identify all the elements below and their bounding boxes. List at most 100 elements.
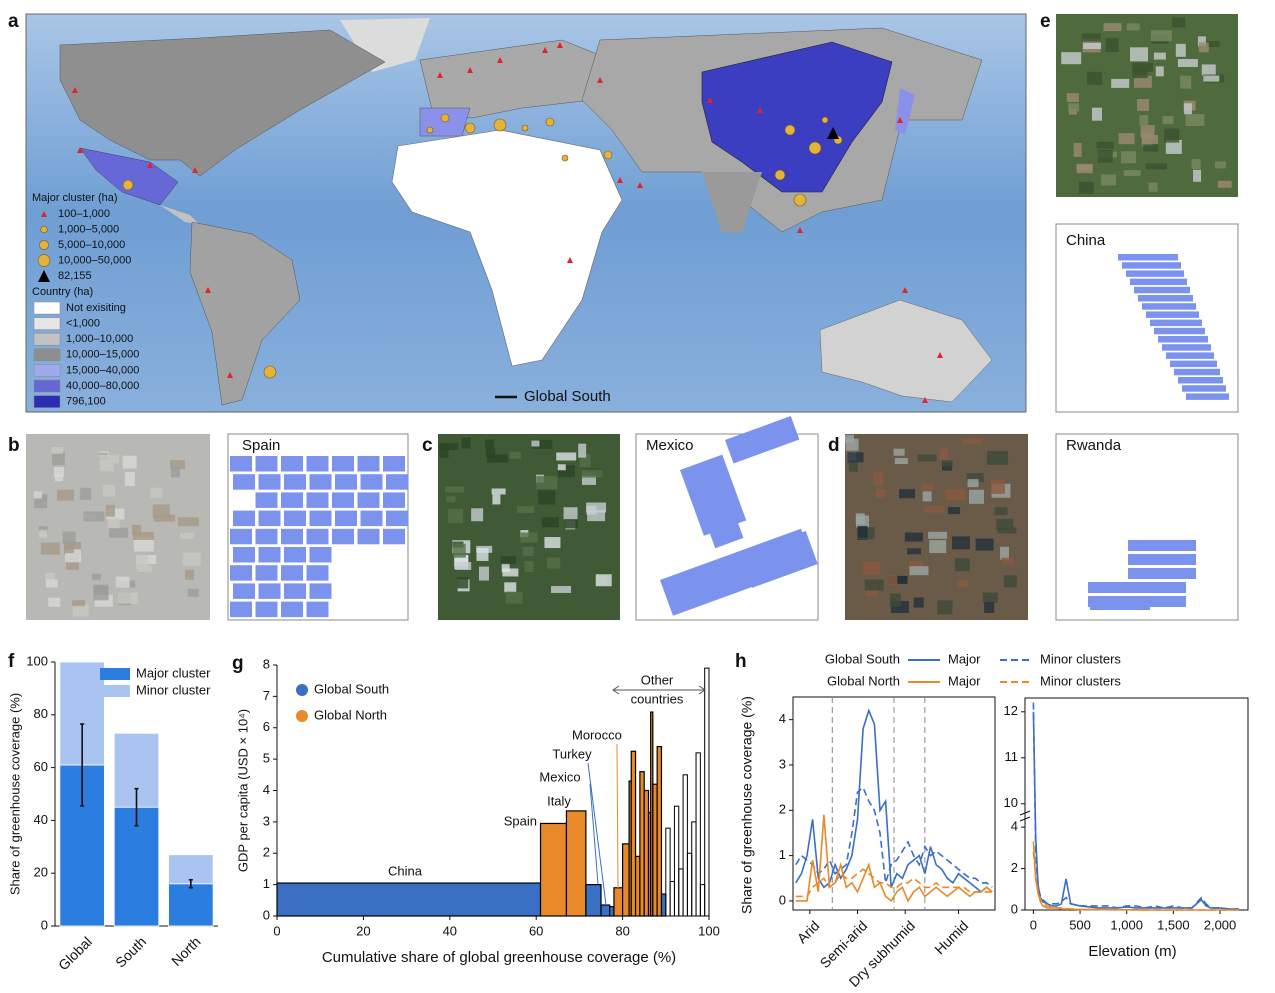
map-marker bbox=[827, 127, 839, 139]
mask-shape bbox=[230, 528, 252, 545]
photo-detail bbox=[997, 527, 1017, 534]
photo-detail bbox=[476, 547, 489, 561]
photo-detail bbox=[99, 454, 120, 464]
legend-label: Major bbox=[948, 673, 981, 688]
bar bbox=[669, 880, 675, 917]
mask-shape bbox=[360, 510, 383, 527]
annotation: countries bbox=[631, 691, 684, 706]
panel-letter: g bbox=[232, 653, 244, 674]
photo-detail bbox=[57, 489, 75, 501]
photo-detail bbox=[1139, 115, 1149, 126]
photo-detail bbox=[1083, 42, 1102, 49]
x-tick-label: 2,000 bbox=[1204, 917, 1237, 932]
mask-shape bbox=[1170, 360, 1217, 368]
land bbox=[895, 88, 915, 135]
mask-shape bbox=[1128, 540, 1196, 551]
map-marker bbox=[122, 179, 134, 191]
photo-detail bbox=[1081, 33, 1101, 42]
photo-detail bbox=[1165, 139, 1182, 154]
photo-detail bbox=[587, 510, 606, 522]
plot-frame bbox=[1024, 697, 1249, 911]
legend-label: 10,000–15,000 bbox=[66, 349, 139, 361]
bar bbox=[539, 822, 568, 917]
mask-shape bbox=[255, 528, 278, 545]
legend-label: Minor clusters bbox=[1040, 651, 1121, 666]
map-marker bbox=[521, 124, 529, 132]
photo-detail bbox=[966, 473, 984, 483]
range-arrow bbox=[612, 685, 706, 695]
photo-detail bbox=[439, 445, 449, 458]
map-marker bbox=[561, 154, 569, 162]
bar bbox=[634, 855, 641, 917]
photo-detail bbox=[1097, 149, 1113, 163]
map-marker bbox=[437, 72, 443, 78]
y-tick-label: 7 bbox=[263, 688, 270, 703]
mask-shape bbox=[233, 583, 255, 599]
leader-line bbox=[587, 762, 607, 906]
photo-detail bbox=[187, 588, 199, 597]
photo-detail bbox=[1068, 103, 1080, 112]
y-tick-label: 5 bbox=[263, 751, 270, 766]
legend-label: <1,000 bbox=[66, 318, 100, 330]
mask-shape bbox=[255, 492, 278, 508]
photo-detail bbox=[531, 439, 553, 449]
photo-detail bbox=[1162, 116, 1174, 125]
mask-shape bbox=[309, 474, 332, 490]
photo-detail bbox=[904, 532, 923, 542]
photo-detail bbox=[957, 580, 968, 588]
map-marker bbox=[897, 117, 903, 123]
annotation: Other bbox=[641, 672, 674, 687]
y-label: Share of greenhouse coverage (%) bbox=[739, 696, 755, 914]
photo-detail bbox=[889, 593, 901, 607]
mask-shape bbox=[357, 456, 380, 472]
photo-detail bbox=[913, 597, 924, 608]
photo-detail bbox=[954, 558, 970, 572]
error-bar bbox=[188, 879, 193, 889]
legend-swatch bbox=[33, 332, 61, 346]
photo-detail bbox=[873, 471, 884, 486]
photo-detail bbox=[137, 565, 152, 572]
y-tick-label: 2 bbox=[263, 845, 270, 860]
photo-detail bbox=[1198, 41, 1220, 48]
y-tick-label: 0 bbox=[779, 892, 786, 907]
legend-title: Country (ha) bbox=[32, 286, 93, 298]
y-tick-label: 10 bbox=[1004, 795, 1018, 810]
mask-shape bbox=[1130, 278, 1187, 286]
photo-detail bbox=[502, 568, 519, 577]
photo-detail bbox=[1150, 30, 1172, 42]
photo-detail bbox=[517, 506, 535, 514]
mask-shape bbox=[281, 565, 303, 581]
y-tick-label: 2 bbox=[1011, 860, 1018, 875]
bar bbox=[639, 771, 645, 917]
photo-detail bbox=[64, 546, 74, 554]
photo-detail bbox=[38, 526, 48, 533]
photo-detail bbox=[446, 496, 456, 503]
photo-detail bbox=[1078, 181, 1094, 194]
photo-detail bbox=[448, 508, 464, 523]
photo-detail bbox=[478, 566, 489, 581]
photo-detail bbox=[1066, 93, 1079, 103]
mask-shape bbox=[1154, 327, 1205, 335]
photo-detail bbox=[1126, 23, 1140, 31]
photo-detail bbox=[1140, 125, 1155, 139]
legend-marker bbox=[39, 240, 49, 250]
photo-detail bbox=[1197, 36, 1206, 47]
legend-label: 15,000–40,000 bbox=[66, 364, 139, 376]
photo-detail bbox=[984, 601, 995, 613]
bar bbox=[678, 868, 684, 917]
mask-shape bbox=[306, 528, 329, 545]
map-marker bbox=[597, 77, 603, 83]
photo-detail bbox=[491, 488, 506, 495]
map-marker bbox=[77, 147, 83, 153]
photo-detail bbox=[1123, 169, 1141, 176]
photo-detail bbox=[538, 490, 556, 505]
legend-swatch bbox=[33, 364, 61, 377]
legend-label: Global North bbox=[314, 707, 387, 722]
photo-detail bbox=[1145, 163, 1167, 170]
x-tick-label: 0 bbox=[273, 923, 280, 938]
image-label: China bbox=[1066, 232, 1106, 249]
photo-detail bbox=[1111, 78, 1130, 88]
mask-shape bbox=[335, 510, 357, 527]
legend-label: Minor clusters bbox=[1040, 673, 1121, 688]
mask-shape bbox=[284, 510, 306, 527]
